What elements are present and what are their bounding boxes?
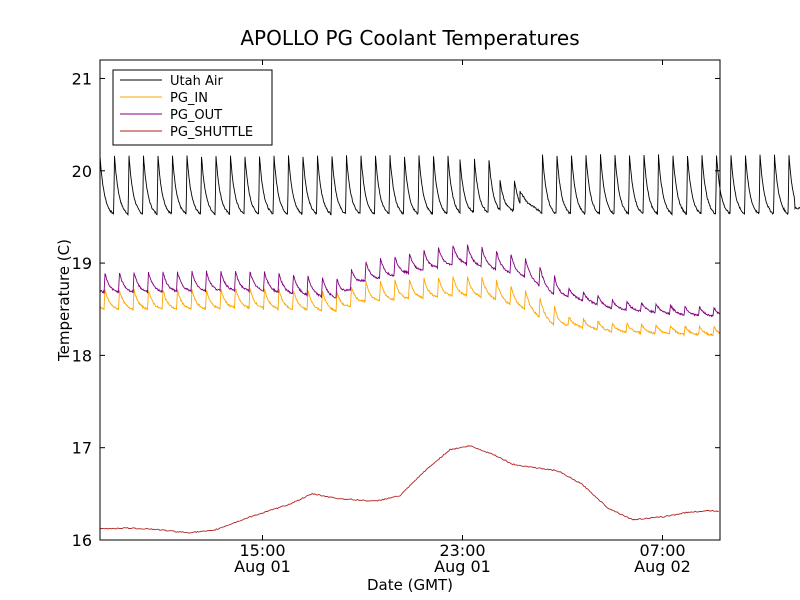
series-layer [99,154,800,534]
legend-label-pg-out: PG_OUT [170,108,222,123]
x-tick-label-date: Aug 01 [234,557,291,576]
chart-title: APOLLO PG Coolant Temperatures [240,26,579,50]
legend-box [112,69,273,146]
y-tick-label: 18 [72,346,92,365]
y-tick-label: 19 [72,254,92,273]
y-tick-label: 20 [72,162,92,181]
x-tick-label-time: 07:00 [639,541,685,560]
legend: Utah Air PG_IN PG_OUT PG_SHUTTLE [112,69,273,146]
x-tick-label-date: Aug 01 [434,557,491,576]
y-tick-label: 17 [72,439,92,458]
x-axis-label: Date (GMT) [367,576,453,594]
x-tick-label-time: 15:00 [239,541,285,560]
pg-shuttle-line [99,445,720,534]
legend-label-utah-air: Utah Air [170,74,223,89]
utah-air-line [99,154,800,216]
pg-in-line [100,276,721,337]
x-tick-label-date: Aug 02 [634,557,691,576]
x-tick-label-time: 23:00 [439,541,485,560]
y-tick-label: 16 [72,531,92,550]
legend-label-pg-shuttle: PG_SHUTTLE [170,125,253,140]
plot-frame [99,59,721,541]
y-axis-label: Temperature (C) [55,239,73,362]
y-tick-label: 21 [72,69,92,88]
pg-out-line [99,244,721,318]
legend-label-pg-in: PG_IN [170,91,208,106]
